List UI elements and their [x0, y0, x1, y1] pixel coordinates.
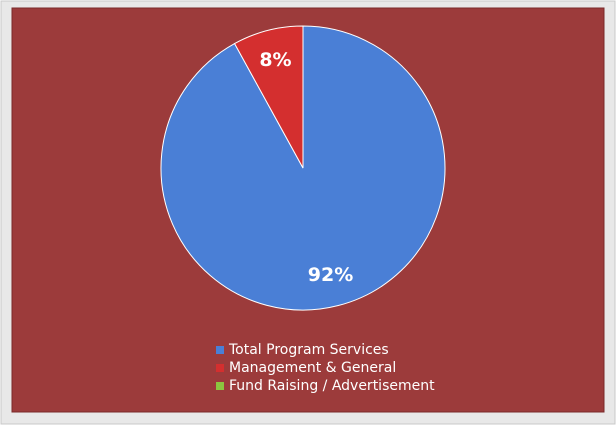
legend-label: Fund Raising / Advertisement [229, 378, 435, 394]
legend-label: Management & General [229, 360, 396, 376]
legend-label: Total Program Services [228, 342, 389, 358]
pie-slice [233, 25, 304, 169]
value-label: 92% [308, 264, 353, 286]
legend-swatch [216, 364, 224, 372]
legend-swatch [216, 346, 224, 354]
legend-swatch [216, 382, 224, 390]
value-label: 8% [259, 49, 291, 71]
